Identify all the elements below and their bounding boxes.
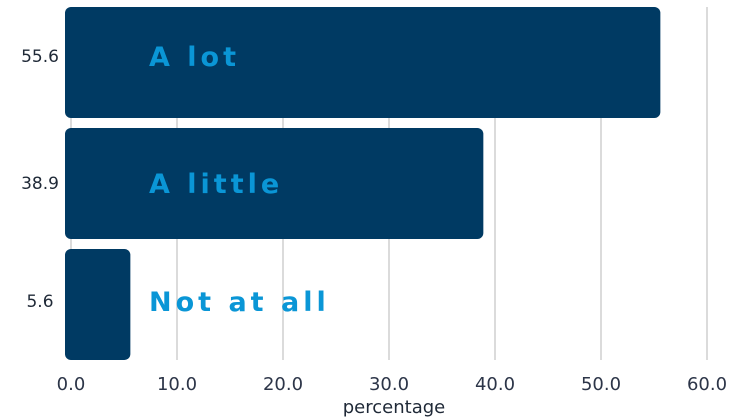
x-tick-label: 40.0 [475, 374, 515, 395]
x-tick-label: 60.0 [687, 374, 727, 395]
bar-layer [65, 7, 661, 360]
label-layer: 55.6 A lot 38.9 A little 5.6 Not at all [21, 42, 330, 318]
bar-category-label: A little [149, 169, 283, 200]
axis-layer: 0.0 10.0 20.0 30.0 40.0 50.0 60.0 [57, 374, 727, 395]
x-tick-label: 50.0 [581, 374, 621, 395]
bar-value-label: 5.6 [26, 292, 53, 312]
bar [65, 7, 661, 118]
bar [65, 249, 131, 360]
bar-value-label: 38.9 [21, 174, 59, 194]
x-tick-label: 10.0 [157, 374, 197, 395]
bar-category-label: Not at all [149, 287, 330, 318]
x-axis-title: percentage [343, 397, 445, 418]
x-tick-label: 30.0 [369, 374, 409, 395]
bar-value-label: 55.6 [21, 47, 59, 67]
bar-category-label: A lot [149, 42, 240, 73]
x-tick-label: 20.0 [263, 374, 303, 395]
bar [65, 128, 484, 239]
x-tick-label: 0.0 [57, 374, 86, 395]
